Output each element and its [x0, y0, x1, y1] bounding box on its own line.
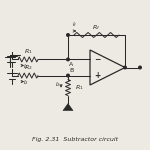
Text: $R_1$: $R_1$: [24, 47, 32, 56]
Text: $I_2$: $I_2$: [55, 81, 61, 89]
Text: $I_2$: $I_2$: [23, 79, 29, 87]
Text: Fig. 2.31  Subtractor circuit: Fig. 2.31 Subtractor circuit: [32, 138, 118, 142]
Text: $R_f$: $R_f$: [92, 23, 101, 32]
Circle shape: [67, 74, 69, 77]
Circle shape: [124, 66, 126, 69]
Polygon shape: [63, 103, 73, 111]
Circle shape: [139, 66, 141, 69]
Text: +: +: [94, 71, 100, 80]
Circle shape: [67, 58, 69, 61]
Text: A: A: [69, 62, 73, 67]
Text: B: B: [69, 68, 73, 73]
Text: $R_2$: $R_2$: [24, 64, 32, 72]
Text: $I_1$: $I_1$: [23, 62, 29, 71]
Text: $I_f$: $I_f$: [72, 20, 78, 29]
Text: $R_1$: $R_1$: [75, 83, 84, 92]
Text: −: −: [94, 55, 100, 64]
Circle shape: [67, 34, 69, 36]
